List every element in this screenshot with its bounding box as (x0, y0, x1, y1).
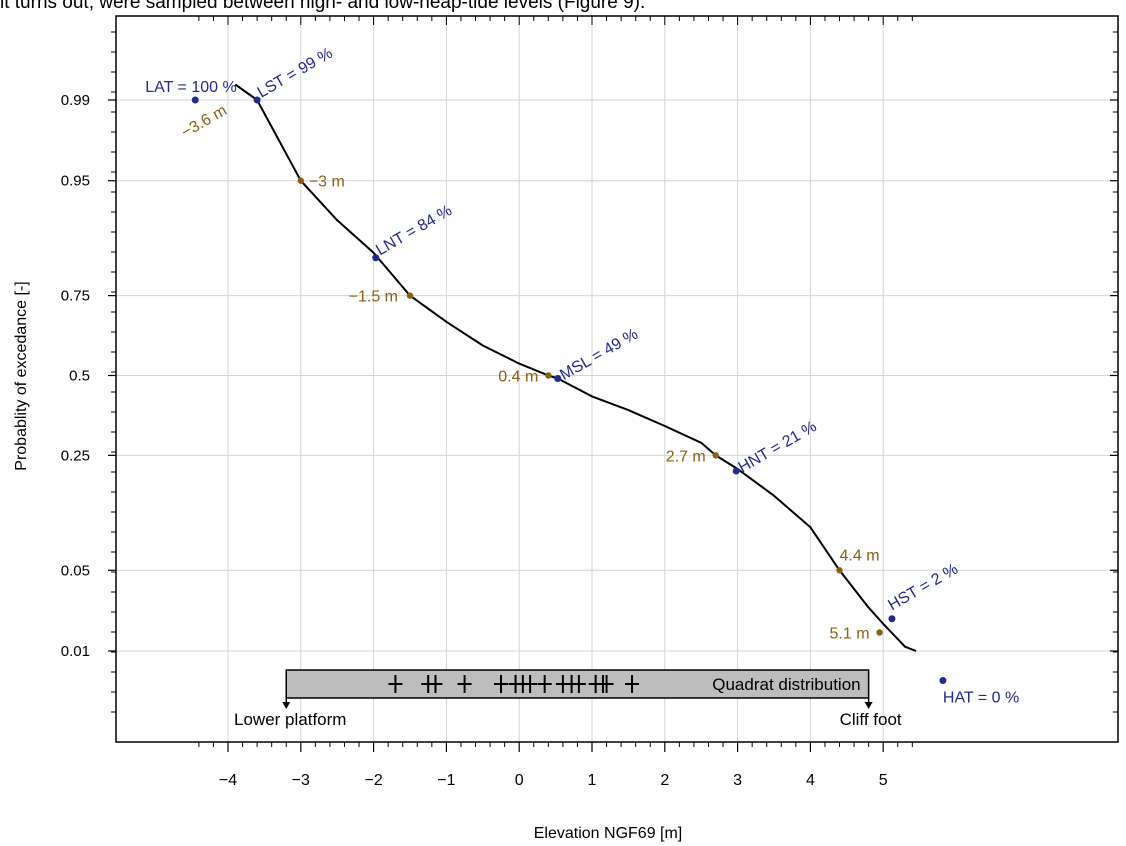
elevation-label: 4.4 m (840, 547, 880, 564)
elevation-label: −3 m (309, 174, 345, 191)
x-tick-label: 3 (733, 772, 742, 789)
x-tick-label: 4 (806, 772, 815, 789)
tide-level-label: HST = 2 % (885, 561, 961, 614)
elevation-label: −3.6 m (179, 102, 230, 141)
y-tick-label: 0.05 (61, 562, 90, 579)
axis-ticks: −4 −3 −2 −1 0 1 2 3 4 5 0.01 0.05 0.25 0.5 0.75 0.95 0.9… (61, 16, 1118, 789)
y-axis-label: Probablity of excedance [-] (13, 281, 30, 470)
tide-level-label: HNT = 21 % (736, 418, 820, 476)
cliff-foot-label: Cliff foot (840, 710, 902, 729)
y-tick-label: 0.75 (61, 288, 90, 305)
cliff-foot-arrow (864, 702, 873, 709)
elevation-point (712, 452, 719, 459)
elevation-point (836, 567, 843, 574)
x-tick-label: 5 (879, 772, 888, 789)
tide-level-point (372, 254, 380, 262)
quadrat-marker (388, 675, 403, 693)
quadrat-marker (428, 675, 443, 693)
elevation-point (406, 292, 414, 299)
lower-platform-arrow (282, 702, 291, 709)
x-tick-label: 0 (515, 772, 524, 789)
tide-level-point (732, 467, 740, 475)
x-tick-label: −4 (219, 772, 237, 789)
y-tick-label: 0.95 (61, 173, 90, 190)
quadrat-marker (571, 675, 586, 693)
elevation-point (876, 629, 883, 636)
elevation-label: −1.5 m (349, 289, 398, 306)
x-tick-label: 2 (660, 772, 669, 789)
y-tick-label: 0.25 (61, 447, 90, 464)
tide-level-label: LST = 99 % (255, 45, 336, 102)
quadrat-distribution: Quadrat distribution Lower platform Cliff … (234, 669, 902, 729)
x-tick-label: −3 (292, 772, 310, 789)
exceedance-curve (234, 83, 917, 652)
quadrat-marker (537, 675, 552, 693)
tide-level-point (191, 96, 199, 104)
tide-level-label: HAT = 0 % (943, 690, 1019, 707)
y-tick-label: 0.5 (69, 368, 90, 385)
x-tick-label: 1 (588, 772, 597, 789)
quadrat-marker (457, 675, 472, 693)
quadrat-marker (625, 675, 640, 693)
y-tick-label: 0.01 (61, 643, 90, 660)
tide-level-point (253, 96, 261, 104)
x-tick-label: −2 (364, 772, 382, 789)
x-axis-label: Elevation NGF69 [m] (534, 825, 683, 842)
y-tick-label: 0.99 (61, 92, 90, 109)
elevation-point (297, 177, 304, 184)
curve-layer (234, 83, 917, 652)
lower-platform-label: Lower platform (234, 710, 346, 729)
quadrat-box-label: Quadrat distribution (712, 675, 860, 694)
quadrat-marker (494, 675, 508, 693)
plot-frame-layer (115, 15, 1119, 743)
quadrat-marker (599, 675, 614, 693)
tide-level-label: LNT = 84 % (373, 202, 455, 259)
elevation-label: 2.7 m (666, 448, 706, 465)
tide-level-label: LAT = 100 % (145, 79, 236, 96)
elevation-label: 0.4 m (498, 369, 538, 386)
gridlines (116, 16, 1118, 742)
quadrat-marker (523, 675, 538, 693)
tide-level-point (554, 374, 562, 382)
x-tick-label: −1 (437, 772, 455, 789)
page-caption: it turns out, were sampled between high-… (0, 0, 646, 13)
tide-level-point (939, 677, 947, 685)
tide-level-point (888, 615, 896, 623)
elevation-label: 5.1 m (830, 625, 870, 642)
plot-frame (115, 15, 1119, 743)
elevation-point (545, 372, 552, 379)
